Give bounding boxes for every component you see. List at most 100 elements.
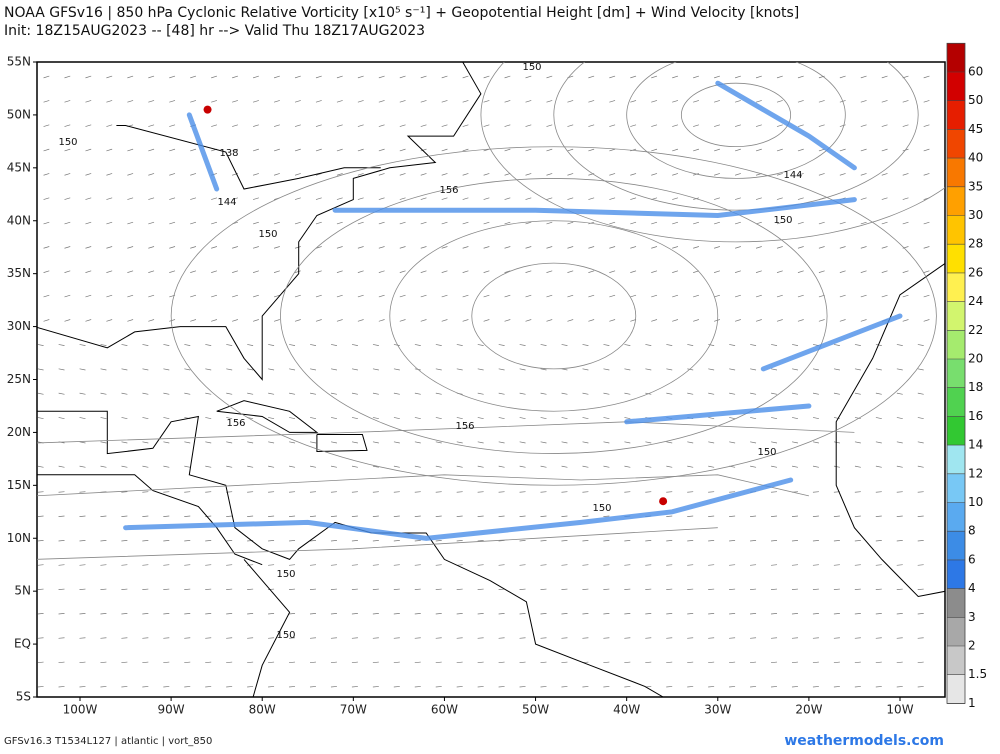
wind-arrow: [504, 75, 511, 79]
wind-arrow: [833, 392, 840, 395]
wind-arrow: [519, 441, 526, 444]
wind-arrow: [519, 540, 526, 542]
footer-info: GFSv16.3 T1534L127 | atlantic | vort_850: [4, 736, 212, 747]
wind-arrow: [582, 515, 589, 517]
wind-arrow: [477, 637, 484, 639]
wind-arrow: [854, 686, 861, 688]
wind-arrow: [630, 100, 637, 103]
wind-arrow: [896, 392, 903, 395]
wind-arrow: [609, 173, 616, 176]
wind-arrow: [812, 392, 819, 395]
wind-arrow: [127, 75, 134, 79]
wind-arrow: [546, 294, 553, 298]
wind-arrow: [546, 319, 553, 322]
wind-arrow: [624, 368, 631, 371]
colorbar-segment: [947, 43, 965, 72]
vorticity-max: [203, 105, 212, 114]
wind-arrow: [896, 465, 903, 468]
wind-arrow: [860, 319, 867, 322]
wind-arrow: [372, 686, 379, 688]
wind-arrow: [833, 417, 840, 420]
wind-arrow: [519, 344, 526, 346]
wind-arrow: [812, 540, 819, 542]
wind-arrow: [58, 392, 65, 395]
wind-arrow: [603, 441, 610, 444]
wind-arrow: [708, 441, 715, 444]
wind-arrow: [525, 197, 532, 200]
wind-arrow: [734, 221, 741, 225]
wind-arrow: [205, 540, 212, 542]
wind-arrow: [79, 613, 86, 615]
wind-arrow: [58, 515, 65, 517]
contour-label: 150: [757, 447, 776, 458]
wind-arrow: [498, 392, 505, 395]
wind-arrow: [860, 197, 867, 200]
wind-arrow: [812, 368, 819, 371]
wind-arrow: [624, 441, 631, 444]
wind-arrow: [854, 613, 861, 615]
wind-arrow: [315, 148, 322, 152]
wind-arrow: [797, 75, 804, 79]
wind-arrow: [273, 148, 280, 152]
wind-arrow: [714, 270, 720, 273]
wind-arrow: [462, 246, 469, 249]
wind-arrow: [708, 588, 715, 590]
wind-arrow: [79, 491, 86, 493]
wind-arrow: [184, 661, 191, 664]
wind-arrow: [310, 344, 317, 346]
wind-arrow: [273, 246, 280, 249]
wind-arrow: [435, 344, 442, 346]
wind-arrow: [420, 319, 427, 322]
wind-arrow: [294, 100, 301, 103]
wind-arrow: [902, 319, 909, 322]
wind-arrow: [253, 221, 259, 225]
wind-arrow: [630, 75, 637, 79]
wind-arrow: [456, 368, 463, 371]
wind-arrow: [435, 491, 442, 493]
wind-arrow: [43, 221, 50, 225]
wind-arrow: [561, 588, 568, 590]
wind-arrow: [85, 246, 92, 249]
wind-arrow: [603, 392, 610, 395]
wind-arrow: [64, 173, 71, 176]
wind-arrow: [456, 515, 463, 517]
wind-arrow: [441, 319, 448, 322]
wind-arrow: [420, 124, 427, 127]
wind-arrow: [37, 661, 44, 664]
wind-arrow: [420, 75, 427, 79]
wind-arrow: [309, 686, 317, 688]
wind-arrow: [498, 344, 505, 346]
lon-label: 100W: [63, 703, 98, 717]
wind-arrow: [666, 515, 673, 517]
wind-arrow: [917, 392, 924, 395]
wind-arrow: [729, 686, 736, 688]
wind-arrow: [693, 148, 700, 152]
wind-arrow: [399, 270, 406, 273]
wind-arrow: [896, 637, 903, 639]
lon-label: 40W: [613, 703, 640, 717]
wind-arrow: [860, 124, 867, 127]
wind-arrow: [839, 124, 846, 127]
wind-arrow: [651, 75, 658, 79]
wind-arrow: [414, 686, 421, 688]
wind-arrow: [226, 441, 233, 444]
wind-arrow: [330, 417, 338, 420]
wind-arrow: [708, 491, 715, 493]
wind-arrow: [79, 637, 86, 639]
brand[interactable]: weathermodels.com: [784, 733, 944, 749]
wind-arrow: [226, 515, 233, 517]
wind-arrow: [546, 246, 553, 249]
wind-arrow: [106, 124, 113, 127]
wind-arrow: [714, 294, 720, 298]
wind-arrow: [456, 344, 463, 346]
wind-arrow: [58, 686, 65, 688]
wind-arrow: [792, 465, 799, 468]
wind-arrow: [791, 661, 798, 664]
wind-arrow: [273, 270, 280, 273]
wind-arrow: [211, 246, 218, 249]
wind-arrow: [462, 197, 469, 200]
wind-arrow: [666, 564, 673, 566]
wind-arrow: [603, 588, 610, 590]
wind-arrow: [37, 637, 44, 639]
wind-arrow: [609, 124, 616, 127]
